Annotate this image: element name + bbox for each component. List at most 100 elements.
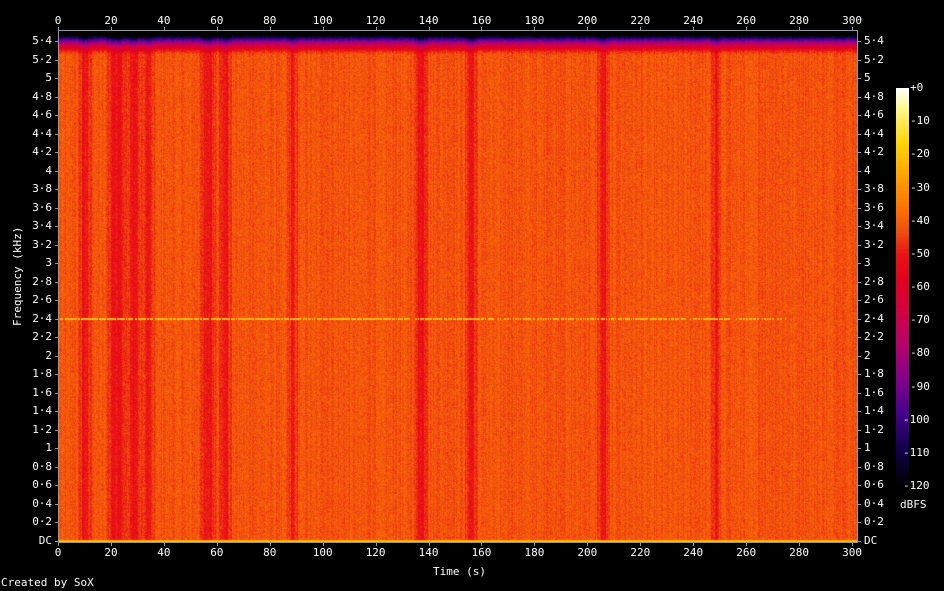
y-tick-mark: [55, 392, 58, 394]
y-tick-mark: [858, 244, 861, 246]
y-tick-mark: [858, 96, 861, 98]
x-tick-label-top: 0: [54, 14, 62, 27]
y-tick-mark: [858, 281, 861, 283]
y-tick-mark: [858, 300, 861, 302]
y-tick-label-right: 2·8: [864, 274, 884, 288]
y-tick-label-left: 1: [45, 441, 53, 455]
y-tick-mark: [55, 485, 58, 487]
y-tick-mark: [55, 170, 58, 172]
y-tick-mark: [55, 337, 58, 339]
y-tick-mark: [55, 466, 58, 468]
y-tick-mark: [858, 522, 861, 524]
y-tick-mark: [55, 244, 58, 246]
y-tick-label-right: 1: [864, 441, 871, 455]
y-tick-mark: [55, 300, 58, 302]
colorbar-tick-label: -90: [910, 379, 930, 393]
colorbar-label: dBFS: [900, 498, 927, 511]
y-tick-label-right: 4·8: [864, 89, 884, 103]
x-tick-mark: [481, 27, 483, 30]
x-tick-label-top: 200: [577, 14, 598, 27]
y-tick-mark: [858, 503, 861, 505]
y-tick-mark: [55, 281, 58, 283]
x-tick-label-top: 60: [210, 14, 224, 27]
y-tick-label-left: 4·8: [32, 89, 53, 103]
x-tick-mark: [269, 543, 271, 546]
x-tick-label-bottom: 260: [736, 546, 757, 559]
x-tick-mark: [375, 27, 377, 30]
colorbar-tick-label: -100: [903, 412, 930, 426]
y-tick-mark: [55, 448, 58, 450]
y-tick-mark: [55, 152, 58, 154]
x-tick-label-bottom: 180: [524, 546, 545, 559]
x-tick-label-bottom: 20: [104, 546, 118, 559]
y-tick-label-left: 1·8: [32, 367, 53, 381]
x-tick-label-bottom: 40: [157, 546, 171, 559]
y-tick-label-left: 5·4: [32, 34, 53, 47]
x-tick-mark: [640, 543, 642, 546]
y-tick-label-left: 1·6: [32, 385, 53, 399]
x-tick-mark: [746, 27, 748, 30]
spectrogram-plot-area: [58, 30, 858, 543]
x-tick-label-top: 220: [630, 14, 651, 27]
y-tick-label-right: 1·4: [864, 404, 884, 418]
x-tick-mark: [375, 543, 377, 546]
colorbar-tick-label: -50: [910, 246, 930, 260]
x-tick-label-bottom: 220: [630, 546, 651, 559]
x-tick-mark: [852, 27, 853, 30]
y-tick-mark: [858, 541, 861, 542]
x-tick-mark: [799, 543, 801, 546]
x-tick-label-bottom: 60: [210, 546, 224, 559]
y-tick-label-left: 4·2: [32, 145, 53, 159]
x-tick-label-top: 280: [789, 14, 810, 27]
y-tick-mark: [858, 226, 861, 228]
y-tick-mark: [55, 59, 58, 61]
spectrogram-heatmap: [59, 31, 857, 542]
x-tick-label-top: 240: [683, 14, 704, 27]
x-tick-label-top: 120: [365, 14, 386, 27]
y-tick-label-left: 2·8: [32, 274, 53, 288]
colorbar-tick-label: -70: [910, 313, 930, 327]
y-tick-mark: [55, 96, 58, 98]
y-tick-label-left: 3·4: [32, 219, 53, 233]
y-tick-mark: [858, 170, 861, 172]
x-tick-mark: [534, 27, 536, 30]
y-tick-label-right: 3·6: [864, 200, 884, 214]
y-tick-mark: [858, 263, 861, 265]
y-tick-label-left: 3·2: [32, 237, 53, 251]
y-tick-label-right: 0·4: [864, 496, 884, 510]
y-tick-label-right: 3·2: [864, 237, 884, 251]
x-tick-mark: [587, 543, 589, 546]
y-tick-mark: [55, 522, 58, 524]
y-tick-mark: [55, 115, 58, 117]
x-tick-label-bottom: 140: [418, 546, 439, 559]
colorbar-tick-label: -120: [903, 479, 930, 492]
y-tick-mark: [858, 392, 861, 394]
y-tick-mark: [55, 226, 58, 228]
colorbar-tick-label: -40: [910, 213, 930, 227]
x-tick-mark: [534, 543, 536, 546]
y-tick-label-left: 3·8: [32, 182, 53, 196]
y-tick-mark: [858, 133, 861, 135]
y-tick-mark: [55, 318, 58, 320]
y-tick-label-left: 3·6: [32, 200, 53, 214]
y-tick-mark: [858, 115, 861, 117]
y-tick-label-left: 2·2: [32, 330, 53, 344]
y-tick-label-right: 4: [864, 163, 871, 177]
y-tick-label-right: 0·8: [864, 459, 884, 473]
x-tick-mark: [58, 27, 59, 30]
y-tick-mark: [55, 263, 58, 265]
y-tick-label-right: 5: [864, 71, 871, 85]
y-tick-label-right: 3·8: [864, 182, 884, 196]
y-tick-mark: [55, 411, 58, 413]
y-tick-label-right: 1·2: [864, 422, 884, 436]
y-tick-mark: [55, 78, 58, 80]
y-tick-label-left: 0·6: [32, 478, 53, 492]
x-tick-label-top: 160: [471, 14, 492, 27]
y-tick-mark: [55, 133, 58, 135]
x-tick-mark: [693, 27, 695, 30]
y-tick-mark: [858, 207, 861, 209]
y-tick-mark: [858, 337, 861, 339]
x-tick-mark: [322, 543, 324, 546]
x-tick-label-bottom: 100: [312, 546, 333, 559]
y-tick-label-left: 5·2: [32, 52, 53, 66]
